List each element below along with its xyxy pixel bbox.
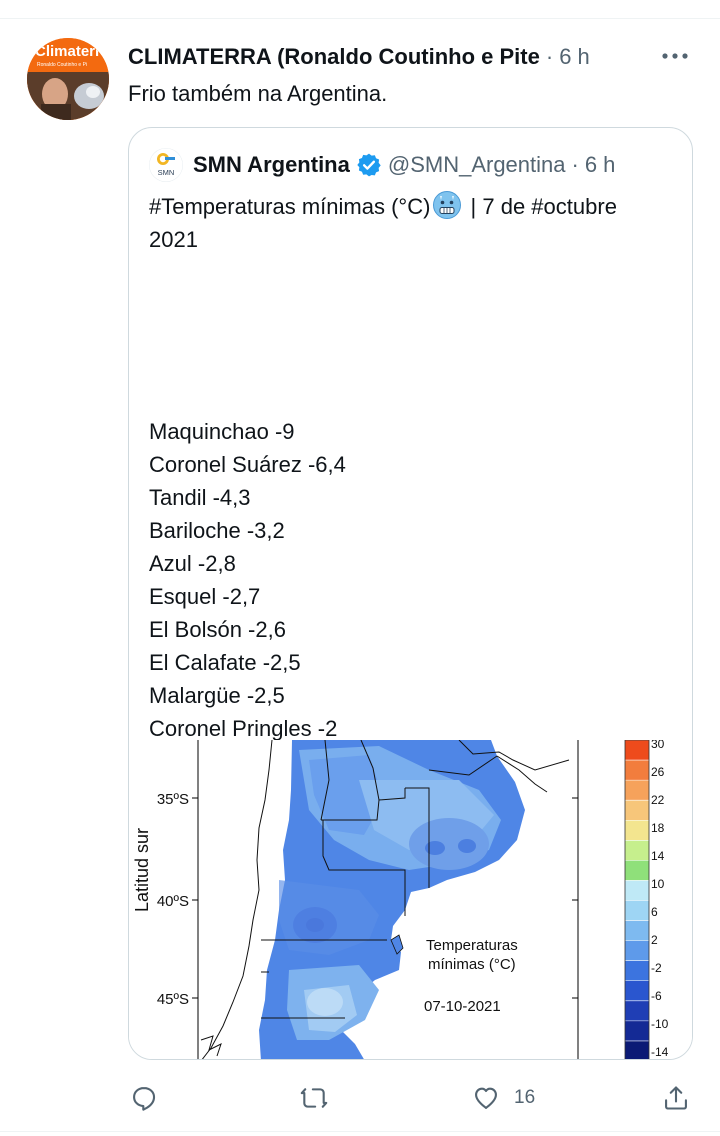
station-row: El Bolsón -2,6 xyxy=(149,617,286,642)
author-avatar[interactable]: Climaterra Ronaldo Coutinho e Pi xyxy=(27,38,109,120)
scale-label: 2 xyxy=(651,933,658,947)
scale-label: -6 xyxy=(651,989,662,1003)
cold-face-emoji-icon xyxy=(433,191,462,219)
station-row: Maquinchao -9 xyxy=(149,419,295,444)
scale-swatch xyxy=(625,920,649,942)
scale-label: -2 xyxy=(651,961,662,975)
lat-tick-40: 40ºS xyxy=(157,893,189,910)
map-title-line-1: Temperaturas xyxy=(426,937,518,954)
hashtag-temperaturas-text: #Temperaturas mínimas (°C) xyxy=(149,194,431,219)
scale-label: -14 xyxy=(651,1045,669,1059)
province-borders xyxy=(261,740,498,1019)
scale-swatch xyxy=(625,880,649,901)
station-row: Esquel -2,7 xyxy=(149,584,261,609)
scale-swatch xyxy=(625,960,649,982)
top-divider xyxy=(0,18,720,19)
scale-label: 6 xyxy=(651,905,658,919)
map-date: 07-10-2021 xyxy=(424,998,501,1015)
reply-button[interactable] xyxy=(130,1080,158,1116)
quoted-author-handle[interactable]: @SMN_Argentina xyxy=(387,152,566,177)
reply-icon xyxy=(133,1087,156,1111)
temperature-map[interactable]: 35ºS 40ºS 45ºS Latitud sur Temperaturas … xyxy=(129,740,693,1060)
quoted-text-line-2: 2021 xyxy=(149,227,198,252)
peninsula-valdes xyxy=(390,934,404,955)
tweet-header: CLIMATERRA (Ronaldo Coutinho e Pite · 6 … xyxy=(128,40,698,74)
quoted-header-separator: · xyxy=(571,152,579,177)
scale-swatch xyxy=(625,1020,649,1042)
date-octubre-text: | 7 de #octubre xyxy=(464,194,617,219)
latitude-axis: 35ºS 40ºS 45ºS Latitud sur xyxy=(132,791,578,1008)
scale-swatch xyxy=(625,760,649,781)
avatar-image: Climaterra Ronaldo Coutinho e Pi xyxy=(27,38,109,120)
quoted-tweet-card[interactable]: SMN SMN Argentina @SMN_Argentina · 6 h #… xyxy=(128,127,693,1060)
map-title-line-2: mínimas (°C) xyxy=(428,956,516,973)
station-row: Coronel Suárez -6,4 xyxy=(149,452,346,477)
scale-label: 26 xyxy=(651,765,665,779)
scale-label: 14 xyxy=(651,849,665,863)
lat-tick-35: 35ºS xyxy=(157,791,189,808)
scale-label: 10 xyxy=(651,877,665,891)
quoted-tweet-text: #Temperaturas mínimas (°C) | 7 de #octub… xyxy=(149,190,679,256)
smn-logo-text: SMN xyxy=(158,168,175,177)
like-count: 16 xyxy=(514,1087,536,1108)
brazil-border xyxy=(458,740,570,771)
uruguay-border xyxy=(496,755,548,793)
scale-swatch xyxy=(625,840,649,861)
scale-swatch xyxy=(625,980,649,1002)
scale-label: -10 xyxy=(651,1017,669,1031)
smn-logo-icon: SMN xyxy=(149,148,183,182)
scale-label: 30 xyxy=(651,740,665,751)
y-axis-title: Latitud sur xyxy=(132,828,152,912)
header-separator: · xyxy=(545,44,554,69)
verified-badge-icon xyxy=(357,153,381,177)
quoted-text-line-1: #Temperaturas mínimas (°C) | 7 de #octub… xyxy=(149,190,679,223)
tweet-actions: 16 xyxy=(128,1080,698,1116)
color-scale xyxy=(624,740,650,1059)
southern-islands xyxy=(200,1035,222,1057)
retweet-icon xyxy=(300,1088,328,1108)
scale-swatch xyxy=(625,800,649,821)
retweet-button[interactable] xyxy=(300,1080,328,1116)
scale-swatch xyxy=(625,1000,649,1022)
scale-swatch xyxy=(625,900,649,922)
scale-swatch xyxy=(625,940,649,962)
like-button[interactable]: 16 xyxy=(472,1080,535,1116)
scale-swatch xyxy=(625,820,649,841)
quoted-author-name[interactable]: SMN Argentina xyxy=(193,152,350,177)
station-row: Bariloche -3,2 xyxy=(149,518,285,543)
scale-swatch xyxy=(625,780,649,801)
scale-label: 22 xyxy=(651,793,665,807)
station-row: Malargüe -2,5 xyxy=(149,683,285,708)
share-button[interactable] xyxy=(662,1080,690,1116)
quoted-tweet-time[interactable]: 6 h xyxy=(584,152,616,177)
scale-border xyxy=(624,740,650,1059)
station-row: Azul -2,8 xyxy=(149,551,236,576)
scale-swatch xyxy=(625,740,649,761)
avatar-brand-text: Climaterra xyxy=(35,43,109,60)
station-row: Coronel Pringles -2 xyxy=(149,716,338,741)
tweet-time[interactable]: 6 h xyxy=(559,44,590,69)
scale-swatch xyxy=(625,1040,649,1059)
station-row: Tandil -4,3 xyxy=(149,485,251,510)
lat-tick-45: 45ºS xyxy=(157,991,189,1008)
heart-icon xyxy=(475,1087,497,1109)
author-name[interactable]: CLIMATERRA (Ronaldo Coutinho e Pite xyxy=(128,44,540,69)
color-scale-labels: 30 26 22 18 14 10 6 2 -2 -6 -10 -14 xyxy=(651,740,669,1059)
scale-label: 18 xyxy=(651,821,665,835)
station-row: El Calafate -2,5 xyxy=(149,650,301,675)
quoted-author-avatar[interactable]: SMN xyxy=(149,148,183,182)
avatar-subtitle-text: Ronaldo Coutinho e Pi xyxy=(37,62,87,68)
chile-coastline xyxy=(201,740,273,1059)
share-icon xyxy=(665,1086,687,1110)
tweet-text: Frio também na Argentina. xyxy=(128,81,388,106)
more-options-icon[interactable] xyxy=(660,44,690,68)
quoted-tweet-header: SMN SMN Argentina @SMN_Argentina · 6 h xyxy=(149,148,615,182)
scale-swatch xyxy=(625,860,649,881)
bottom-divider xyxy=(0,1131,720,1132)
